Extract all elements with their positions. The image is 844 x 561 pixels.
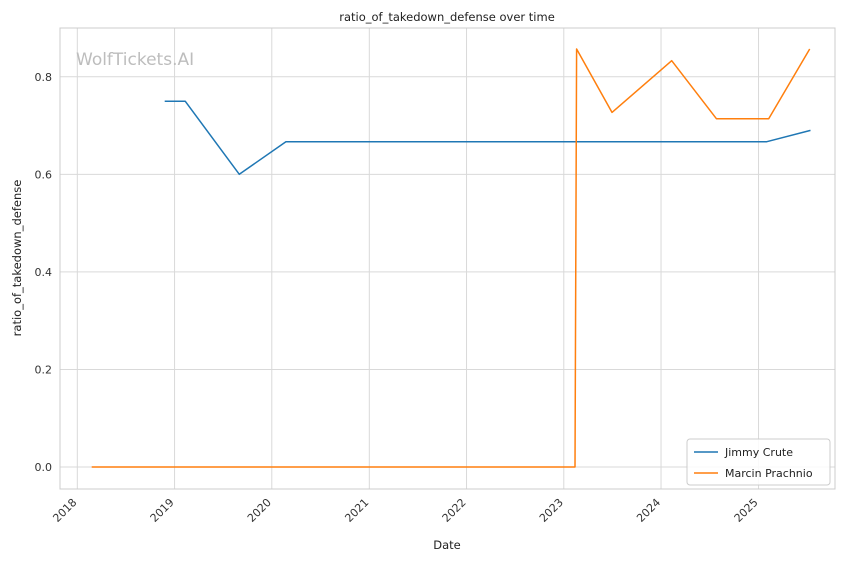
x-tick-label: 2018 — [50, 496, 79, 525]
x-tick-label: 2024 — [634, 496, 663, 525]
legend-label-marcin-prachnio: Marcin Prachnio — [725, 467, 813, 480]
y-tick-label: 0.6 — [35, 168, 53, 181]
legend-box — [686, 438, 831, 486]
grid — [60, 28, 835, 489]
y-tick-label: 0.4 — [35, 266, 53, 279]
y-tick-label: 0.2 — [35, 363, 53, 376]
chart-title: ratio_of_takedown_defense over time — [339, 10, 555, 24]
plot-background — [60, 28, 835, 489]
x-ticks: 2018 2019 2020 2021 2022 2023 2024 2025 — [50, 496, 760, 525]
x-tick-label: 2019 — [148, 496, 177, 525]
y-tick-label: 0.0 — [35, 461, 53, 474]
plot-frame — [59, 27, 836, 490]
x-tick-label: 2023 — [537, 496, 566, 525]
watermark: WolfTickets.AI — [76, 50, 194, 70]
x-tick-label: 2020 — [245, 496, 274, 525]
y-axis-title: ratio_of_takedown_defense — [10, 180, 24, 337]
y-tick-label: 0.8 — [35, 71, 53, 84]
legend: Jimmy Crute Marcin Prachnio — [686, 438, 831, 486]
x-tick-label: 2021 — [342, 496, 371, 525]
series-line-marcin-prachnio — [91, 48, 811, 468]
y-ticks: 0.0 0.2 0.4 0.6 0.8 — [35, 71, 53, 474]
x-tick-label: 2022 — [440, 496, 469, 525]
legend-label-jimmy-crute: Jimmy Crute — [724, 446, 793, 459]
series-layer — [91, 48, 811, 468]
x-axis-title: Date — [433, 538, 461, 552]
series-line-jimmy-crute — [164, 100, 811, 176]
x-tick-label: 2025 — [732, 496, 761, 525]
